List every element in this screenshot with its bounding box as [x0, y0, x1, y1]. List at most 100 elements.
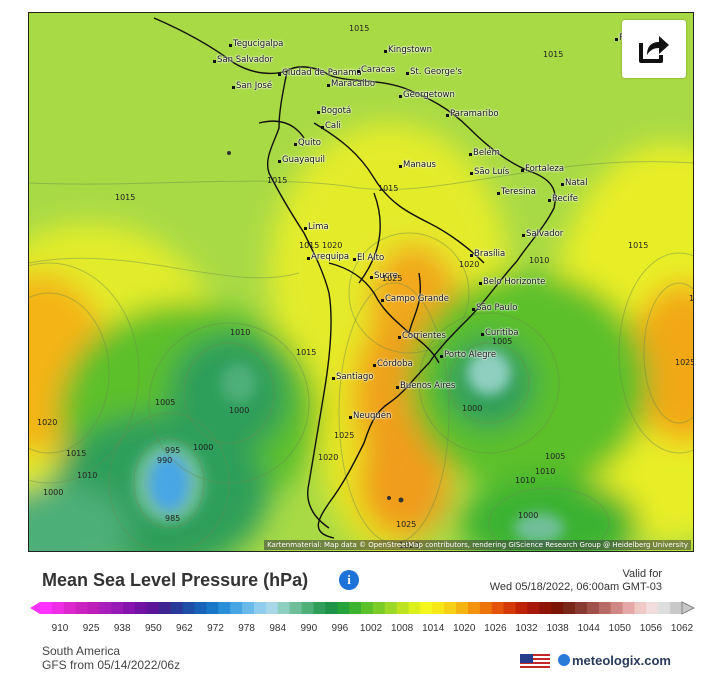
scale-tick-label: 972 — [207, 623, 224, 634]
scale-tick-label: 1044 — [577, 623, 600, 634]
model-run-label: GFS from 05/14/2022/06z — [42, 658, 181, 672]
scale-swatch — [408, 602, 421, 614]
isobar-label: 985 — [165, 514, 181, 523]
isobar-label: 1020 — [318, 453, 339, 462]
city-label: Paramaribo — [446, 109, 499, 119]
scale-tick-label: 990 — [300, 623, 318, 634]
city-label: Belém — [469, 148, 500, 158]
scale-tick-label: 1050 — [608, 623, 631, 634]
valid-time: Wed 05/18/2022, 06:00am GMT-03 — [489, 581, 662, 593]
scale-swatch — [206, 602, 219, 614]
city-label: Salvador — [521, 229, 564, 239]
city-label: Kingstown — [383, 45, 433, 55]
city-label: Neuquén — [348, 411, 392, 421]
city-label: Sucre — [370, 271, 398, 281]
scale-swatch — [634, 602, 647, 614]
isobar-label: 1025 — [675, 358, 694, 367]
city-label: Bogotá — [316, 106, 352, 116]
scale-swatch — [598, 602, 612, 614]
scale-swatch — [99, 602, 112, 614]
city-label: São Luís — [469, 167, 510, 177]
valid-for-label: Valid for — [622, 568, 662, 580]
city-label: Corrientes — [398, 331, 446, 341]
city-label: Guayaquil — [278, 155, 325, 165]
scale-tick-label: 1008 — [390, 623, 414, 634]
map-title: Mean Sea Level Pressure (hPa) — [42, 570, 309, 590]
scale-swatch — [479, 602, 493, 614]
scale-swatch — [372, 602, 386, 614]
city-label: Porto Alegre — [439, 350, 497, 360]
city-label: Arequipa — [306, 252, 350, 262]
scale-swatch — [515, 602, 528, 614]
scale-swatch — [289, 602, 303, 614]
city-label: Ciudad de Panamá — [278, 68, 362, 78]
scale-swatch — [75, 602, 89, 614]
isobar-label: 1015 — [267, 176, 288, 185]
scale-swatch — [123, 602, 136, 614]
scale-tick-label: 996 — [331, 623, 349, 634]
city-label: Brasília — [469, 249, 506, 259]
scale-min-arrow — [30, 602, 40, 614]
scale-swatch — [456, 602, 469, 614]
isobar-label: 1020 — [37, 418, 58, 427]
map-attribution: Kartenmaterial: Map data © OpenStreetMap… — [264, 540, 691, 550]
isobar-label: 1025 — [396, 520, 417, 529]
isobar-label: 1015 — [296, 348, 317, 357]
scale-swatch — [575, 602, 588, 614]
city-label: Belo Horizonte — [478, 277, 546, 287]
share-button[interactable] — [622, 20, 686, 78]
scale-tick-label: 1002 — [359, 623, 383, 634]
city-label: Tegucigalpa — [228, 39, 284, 49]
scale-swatch — [301, 602, 314, 614]
info-icon[interactable]: i — [339, 570, 359, 590]
city-label: Teresina — [497, 187, 536, 197]
scale-swatch — [503, 602, 517, 614]
pressure-map[interactable]: Tegucigalpa San Salvador San José Ciudad de… — [28, 12, 694, 552]
scale-swatch — [194, 602, 207, 614]
city-label: Campo Grande — [380, 294, 450, 304]
isobar-label: 1000 — [518, 511, 539, 520]
isobar-label: 1000 — [462, 404, 483, 413]
scale-swatch — [337, 602, 350, 614]
city-label: Maracaibo — [326, 79, 376, 89]
scale-swatch — [551, 602, 564, 614]
scale-swatch — [265, 602, 279, 614]
scale-tick-label: 978 — [238, 623, 255, 634]
scale-swatch — [432, 602, 445, 614]
brand-logo[interactable]: meteologix.com — [558, 653, 671, 668]
isobar-label: 1010 — [230, 328, 251, 337]
scale-swatch — [182, 602, 196, 614]
city-label: São Paulo — [471, 303, 518, 313]
scale-swatch — [313, 602, 326, 614]
scale-tick-label: 1020 — [453, 623, 476, 634]
scale-max-arrow — [681, 601, 696, 615]
scale-swatch — [563, 602, 576, 614]
isobar-label: 1015 — [628, 241, 649, 250]
scale-swatch — [646, 602, 659, 614]
city-label: Recife — [547, 194, 579, 204]
scale-swatch — [40, 602, 53, 614]
isobar-label: 1025 — [334, 431, 355, 440]
scale-swatch — [218, 602, 231, 614]
scale-swatch — [51, 602, 65, 614]
city-label: Manaus — [399, 160, 436, 170]
isobar-label: 1020 — [459, 260, 480, 269]
scale-tick-label: 925 — [82, 623, 100, 634]
globe-icon — [558, 654, 570, 666]
scale-swatch — [396, 602, 410, 614]
isobar-label: 1000 — [43, 488, 64, 497]
scale-swatch — [420, 602, 433, 614]
isobar-label: 1010 — [77, 471, 98, 480]
scale-swatch — [147, 602, 160, 614]
isobar-label: 1015 — [299, 241, 320, 250]
city-label: San Salvador — [213, 55, 273, 65]
region-label: South America — [42, 644, 121, 658]
city-label: Cali — [321, 121, 341, 131]
us-flag-icon[interactable] — [520, 654, 550, 670]
city-label: San José — [231, 81, 273, 91]
isobar-label: 1015 — [378, 184, 399, 193]
city-label: Lima — [304, 222, 329, 232]
scale-tick-label: 984 — [269, 623, 287, 634]
scale-swatch — [277, 602, 291, 614]
scale-tick-label: 910 — [51, 623, 69, 634]
